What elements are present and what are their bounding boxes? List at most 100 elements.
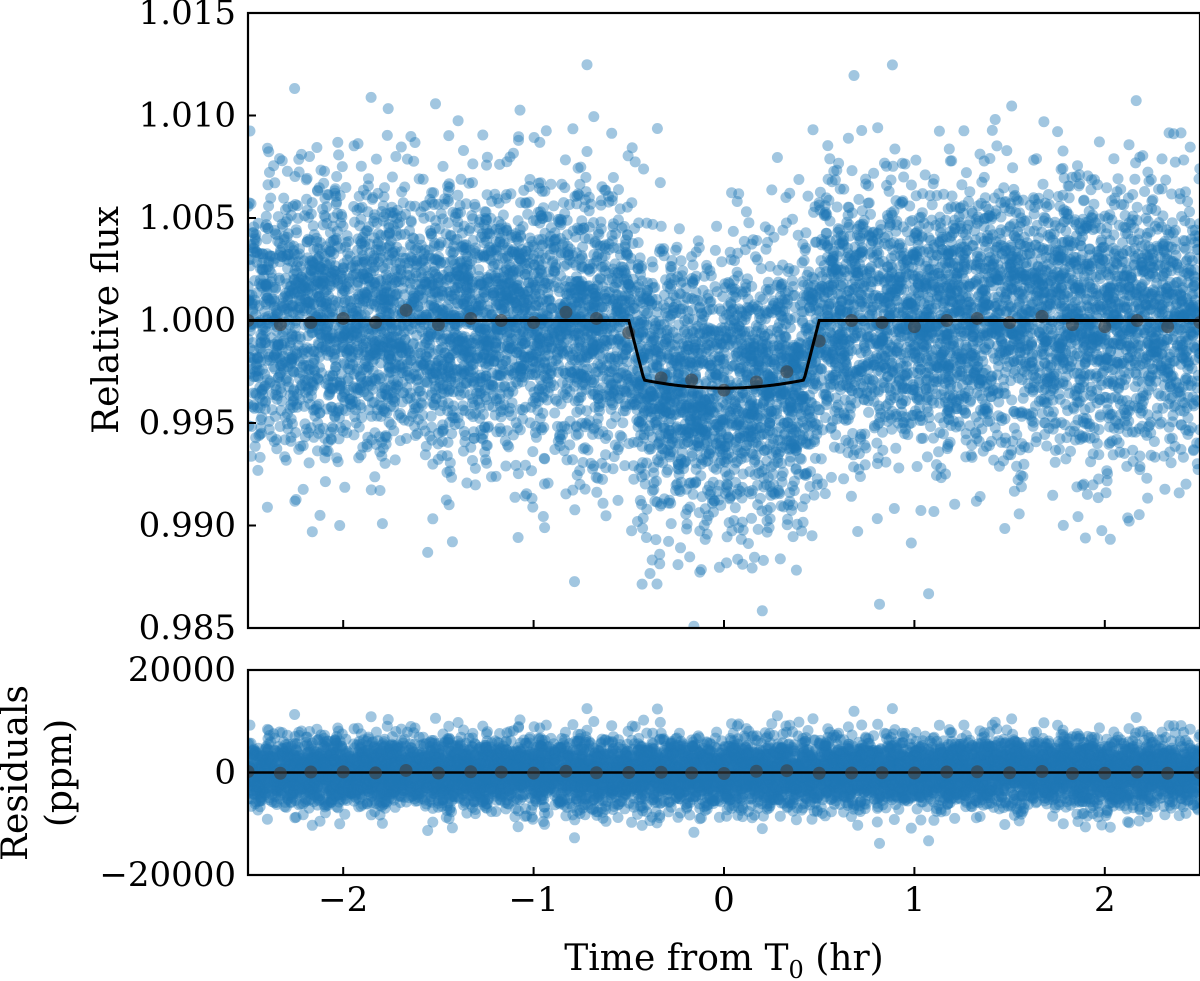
flux-point [950, 396, 962, 408]
flux-point [1008, 218, 1020, 230]
flux-point [1143, 421, 1154, 433]
flux-point [395, 342, 406, 354]
flux-point [1005, 275, 1017, 287]
flux-point [946, 282, 957, 294]
flux-point [1054, 433, 1066, 445]
flux-point [1173, 487, 1185, 499]
flux-point [259, 221, 271, 233]
flux-point [390, 151, 402, 162]
flux-point [1001, 288, 1013, 300]
flux-point [672, 559, 684, 571]
flux-point [363, 404, 375, 416]
flux-point [975, 197, 987, 209]
flux-point [467, 397, 478, 409]
flux-point [371, 404, 383, 416]
flux-point [368, 265, 380, 277]
flux-point [276, 155, 288, 167]
flux-point [1094, 411, 1106, 423]
flux-point [528, 132, 540, 143]
flux-point [1129, 243, 1141, 254]
flux-point [1162, 363, 1173, 375]
flux-point [709, 244, 721, 256]
flux-point [516, 355, 527, 367]
flux-point [877, 359, 889, 371]
flux-point [632, 516, 643, 527]
flux-point [691, 409, 703, 421]
flux-point [784, 187, 796, 199]
flux-point [556, 377, 568, 389]
flux-point [665, 404, 677, 416]
flux-point [1081, 300, 1093, 312]
flux-point [911, 346, 923, 357]
flux-point [494, 332, 506, 344]
flux-point [263, 200, 275, 212]
flux-point [515, 229, 526, 241]
flux-point [642, 277, 654, 289]
flux-point [671, 241, 683, 253]
flux-point [564, 254, 576, 266]
flux-point [598, 364, 610, 376]
flux-point [850, 397, 862, 409]
flux-point [1183, 263, 1195, 274]
flux-point [378, 349, 390, 361]
flux-point [452, 189, 464, 201]
flux-point [430, 357, 442, 369]
flux-point [1130, 95, 1142, 107]
flux-point [675, 406, 687, 418]
flux-point [1062, 213, 1074, 225]
flux-point [1052, 126, 1064, 138]
flux-point [500, 460, 512, 472]
flux-point [1182, 277, 1194, 289]
flux-point [1047, 394, 1059, 406]
flux-point [516, 244, 528, 255]
flux-point [278, 335, 290, 347]
flux-point [984, 415, 996, 427]
flux-point [641, 503, 653, 515]
flux-point [1006, 327, 1018, 339]
flux-point [1100, 253, 1112, 265]
flux-point [848, 70, 860, 81]
flux-point [607, 172, 619, 183]
flux-point [1190, 394, 1200, 406]
flux-point [815, 453, 827, 465]
flux-point [1125, 233, 1137, 245]
flux-point [352, 346, 364, 358]
flux-point [1185, 307, 1197, 319]
flux-point [262, 374, 273, 386]
flux-point [536, 185, 548, 197]
flux-point [952, 262, 964, 273]
flux-point [1142, 492, 1154, 504]
flux-point [1073, 350, 1085, 362]
flux-point [561, 383, 573, 395]
flux-point [640, 532, 652, 543]
flux-point [1007, 162, 1019, 174]
flux-point [736, 354, 748, 365]
flux-point [854, 471, 866, 482]
flux-point [641, 457, 653, 469]
flux-point [1079, 417, 1091, 429]
flux-point [1184, 206, 1195, 218]
flux-point [410, 391, 422, 403]
flux-point [1014, 407, 1026, 419]
flux-point [477, 129, 489, 141]
flux-point [766, 184, 778, 196]
flux-point [722, 486, 734, 498]
flux-point [1088, 198, 1100, 210]
flux-point [669, 355, 681, 367]
flux-point [429, 399, 441, 411]
flux-point [609, 282, 621, 294]
flux-point [926, 327, 938, 339]
flux-point [1050, 444, 1061, 456]
flux-point [248, 253, 257, 265]
flux-point [898, 171, 910, 183]
flux-point [319, 251, 331, 263]
flux-point [925, 326, 937, 338]
flux-point [514, 104, 526, 116]
flux-point [432, 291, 444, 303]
flux-point [1158, 450, 1170, 462]
flux-point [422, 546, 434, 558]
flux-point [1068, 216, 1080, 228]
flux-point [573, 296, 584, 307]
flux-point [905, 537, 917, 549]
